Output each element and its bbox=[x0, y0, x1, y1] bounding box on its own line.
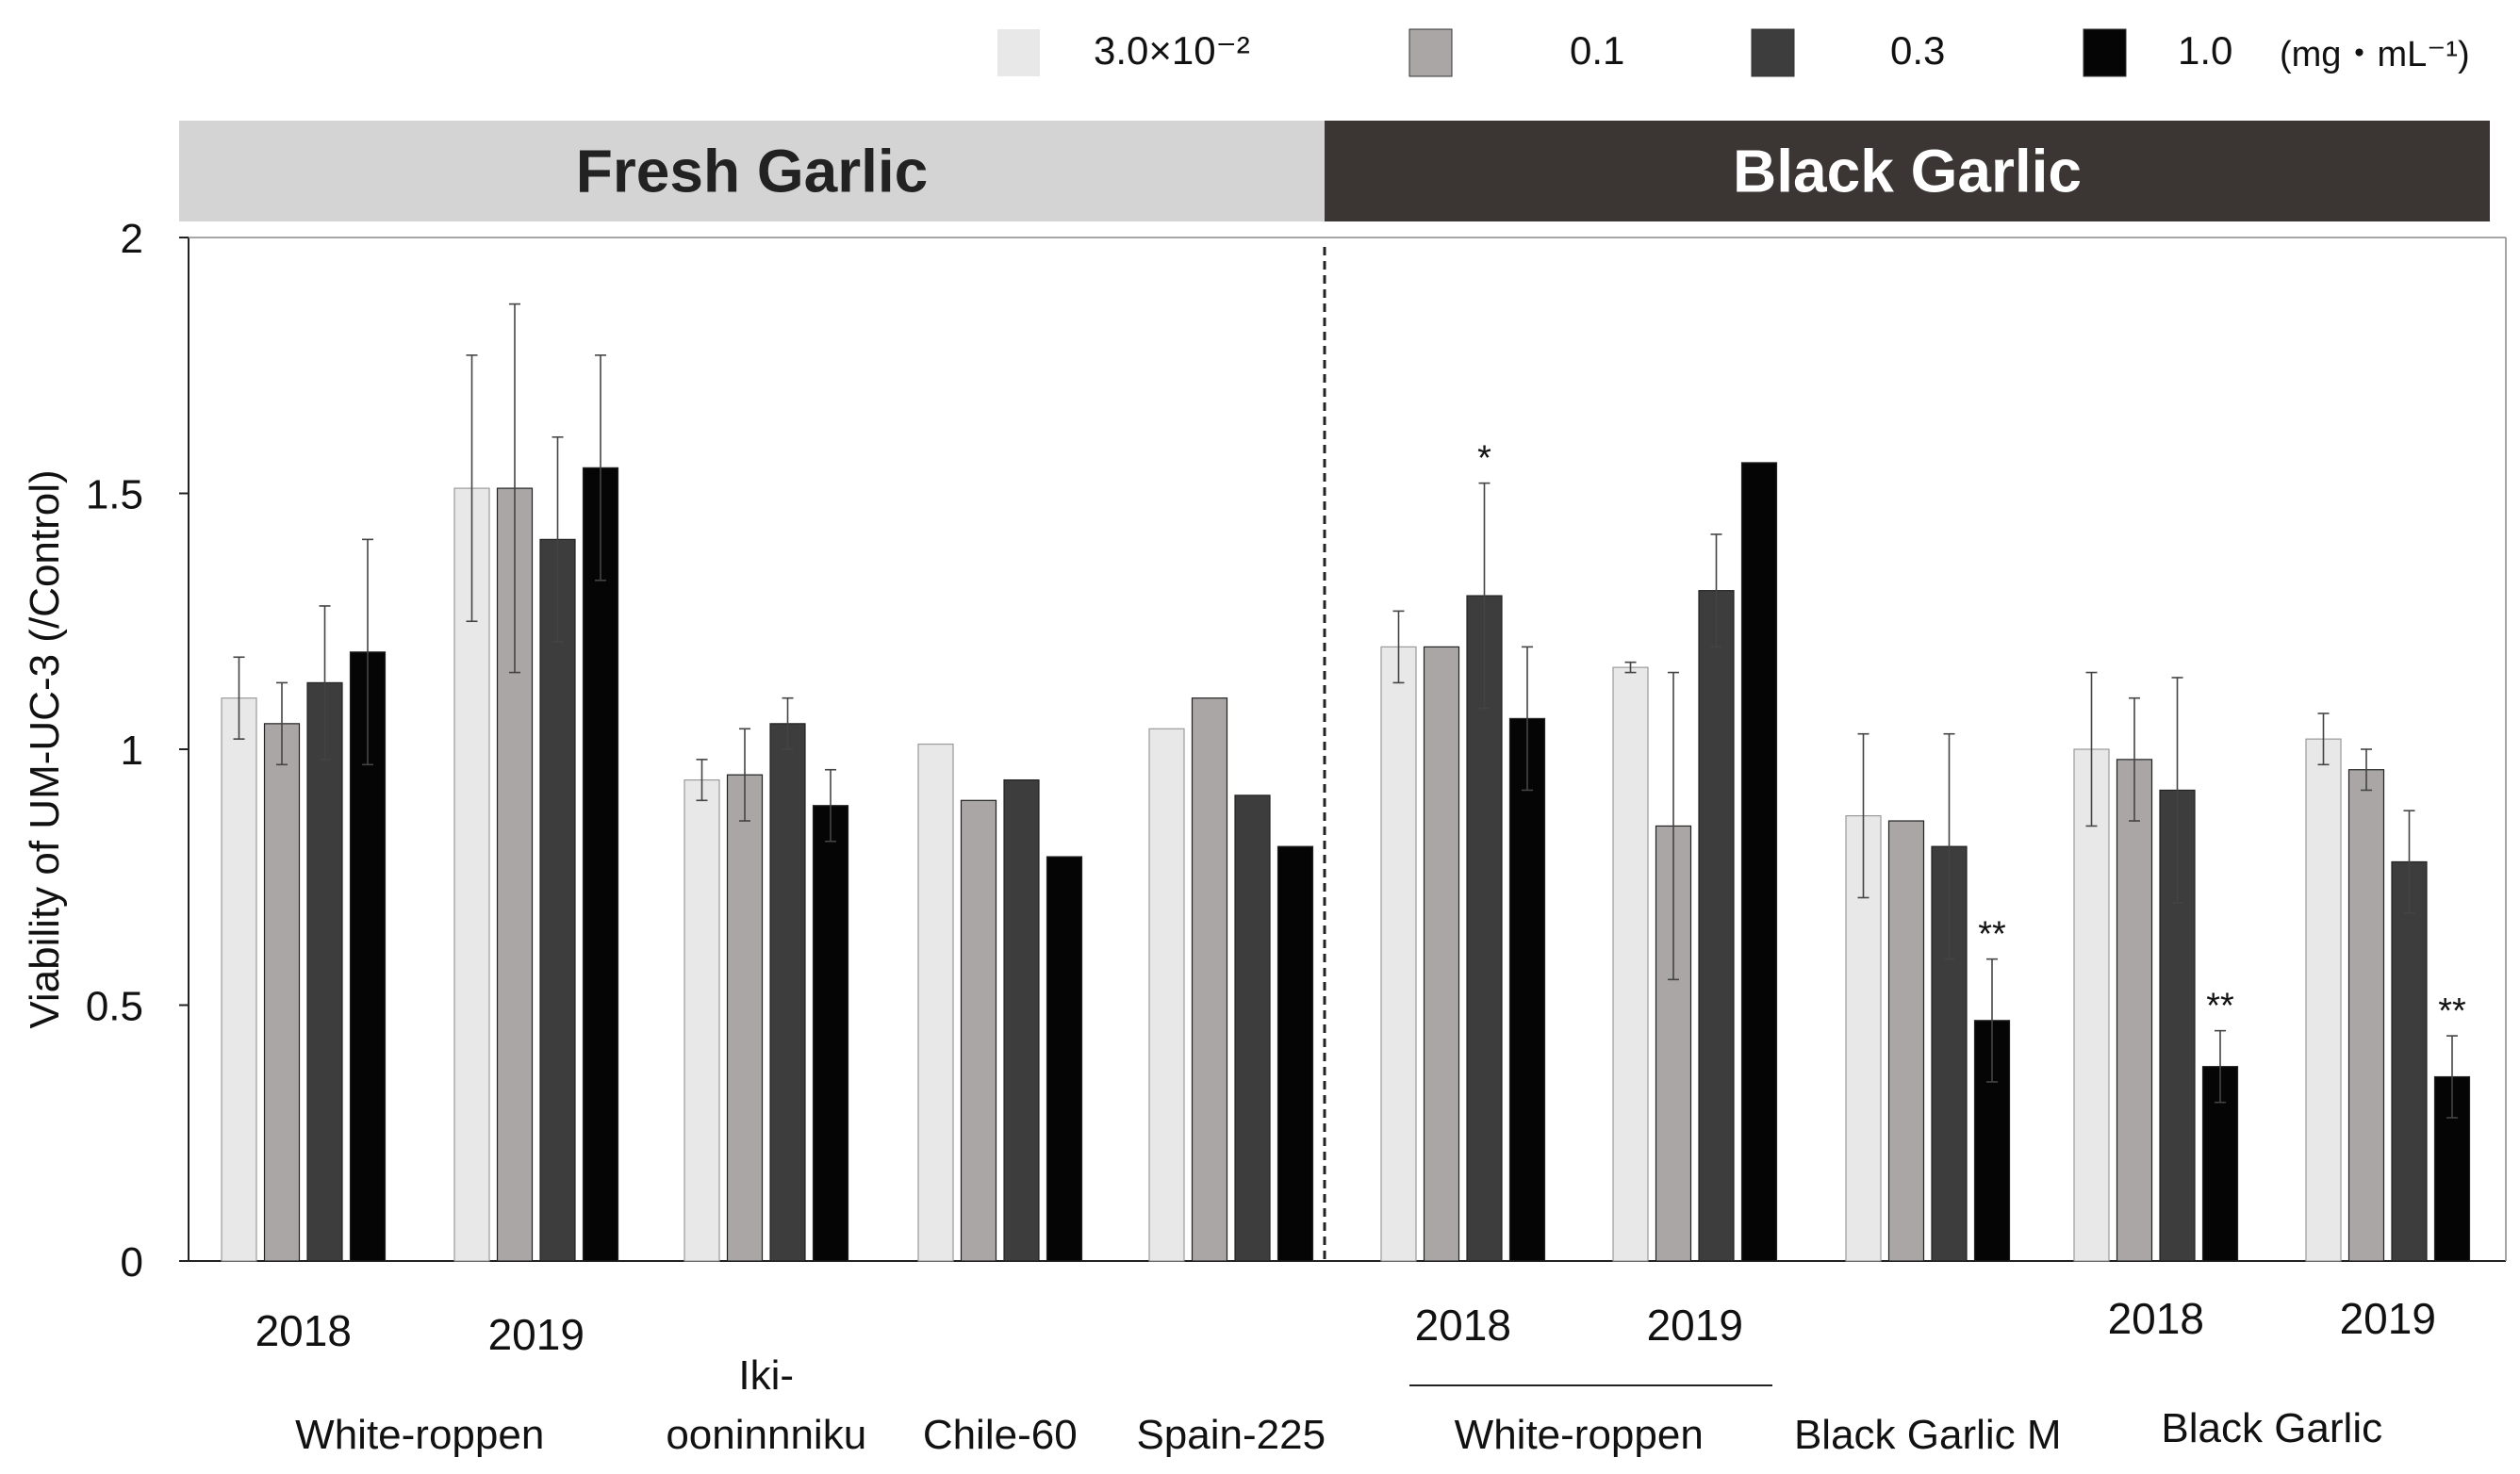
significance-mark: ** bbox=[2438, 991, 2466, 1031]
bar bbox=[1003, 778, 1040, 1262]
bar bbox=[769, 723, 806, 1262]
legend-swatch bbox=[2083, 28, 2127, 77]
bar bbox=[1887, 820, 1925, 1262]
legend-label: 3.0×10⁻² bbox=[1094, 28, 1250, 73]
y-axis-label: Viability of UM-UC-3 (/Control) bbox=[22, 469, 68, 1028]
significance-mark: ** bbox=[1978, 915, 2006, 955]
x-group-name: Iki- bbox=[738, 1352, 794, 1399]
x-group-year: 2019 bbox=[1647, 1301, 1743, 1350]
bar bbox=[1191, 697, 1228, 1262]
bar bbox=[221, 697, 257, 1262]
bar bbox=[1740, 462, 1778, 1262]
x-group-year: 2019 bbox=[488, 1310, 585, 1359]
bar bbox=[726, 774, 764, 1262]
bar bbox=[1234, 794, 1271, 1262]
x-group-year: 2018 bbox=[2108, 1294, 2204, 1343]
x-bracket-label: White-roppen bbox=[295, 1412, 544, 1458]
x-group-name: Chile-60 bbox=[923, 1412, 1078, 1458]
x-bracket-label: White-roppen bbox=[1455, 1412, 1704, 1458]
y-tick-label: 2 bbox=[121, 216, 143, 262]
x-group-year: 2018 bbox=[255, 1306, 352, 1355]
banner-0 bbox=[179, 121, 1325, 221]
bar bbox=[1046, 856, 1083, 1262]
bar bbox=[917, 743, 954, 1262]
y-tick-label: 1.5 bbox=[86, 472, 143, 518]
bar bbox=[1698, 590, 1735, 1262]
legend-unit: (mg・mL⁻¹) bbox=[2280, 35, 2470, 74]
y-tick-label: 0 bbox=[121, 1239, 143, 1286]
legend-swatch bbox=[1751, 28, 1795, 77]
x-bracket-label: Black Garlic bbox=[2161, 1405, 2382, 1451]
bar bbox=[1508, 717, 1546, 1262]
legend-label: 1.0 bbox=[2178, 28, 2232, 73]
banner-1 bbox=[1325, 121, 2490, 221]
bar bbox=[2305, 738, 2342, 1262]
bar bbox=[960, 799, 997, 1262]
x-group-year: 2018 bbox=[1415, 1301, 1511, 1350]
y-tick-label: 0.5 bbox=[86, 984, 143, 1030]
bar bbox=[1423, 646, 1460, 1262]
significance-mark: ** bbox=[2206, 987, 2234, 1026]
legend-label: 0.1 bbox=[1570, 28, 1624, 73]
legend-label: 0.3 bbox=[1890, 28, 1945, 73]
y-tick-label: 1 bbox=[121, 728, 143, 774]
bar bbox=[1380, 646, 1417, 1262]
bar bbox=[1148, 728, 1185, 1262]
bar bbox=[2347, 769, 2385, 1262]
x-group-name: Spain-225 bbox=[1136, 1412, 1326, 1458]
legend-swatch bbox=[997, 29, 1040, 76]
bar bbox=[582, 467, 619, 1262]
banner-label-0: Fresh Garlic bbox=[576, 138, 929, 205]
bar bbox=[2116, 759, 2153, 1262]
significance-mark: * bbox=[1477, 439, 1491, 479]
x-group-name: Black Garlic M bbox=[1794, 1412, 2062, 1458]
banner-label-1: Black Garlic bbox=[1733, 138, 2082, 205]
bar bbox=[2073, 748, 2110, 1262]
bar bbox=[306, 681, 343, 1262]
bar bbox=[2391, 860, 2428, 1262]
bar bbox=[684, 778, 720, 1262]
legend-swatch bbox=[1408, 28, 1453, 77]
bar bbox=[812, 805, 849, 1262]
x-group-name-line2: ooninnniku bbox=[666, 1412, 866, 1458]
bar bbox=[1612, 666, 1649, 1262]
bar bbox=[1276, 845, 1314, 1262]
bar bbox=[539, 538, 576, 1262]
bar bbox=[263, 723, 301, 1262]
x-group-year: 2019 bbox=[2340, 1294, 2436, 1343]
